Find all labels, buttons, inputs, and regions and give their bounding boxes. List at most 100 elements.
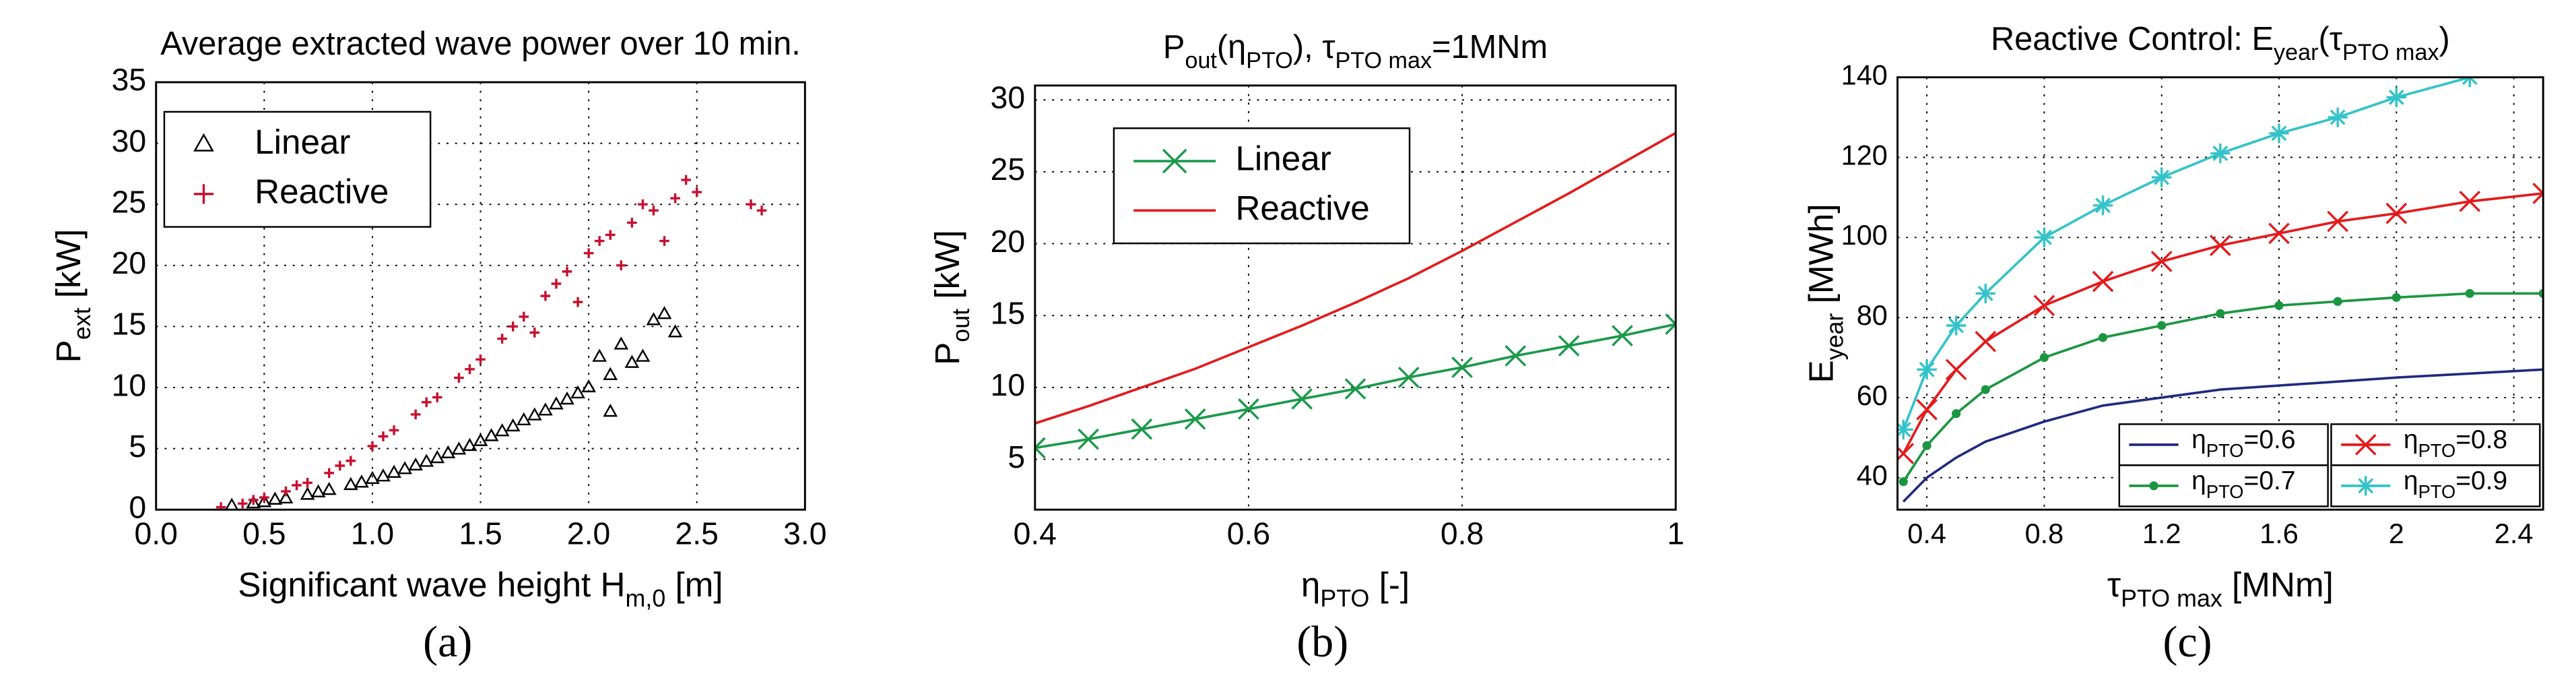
scatter-point: [246, 495, 261, 509]
series-line: [1034, 131, 1676, 425]
scatter-point: [432, 392, 442, 402]
y-tick-label: 35: [112, 62, 147, 97]
line-marker: [2210, 235, 2231, 257]
scatter-point: [473, 433, 488, 446]
line-marker: [2216, 309, 2225, 318]
line-marker: [2210, 143, 2231, 164]
text-part: (η: [1217, 29, 1246, 65]
scatter-point: [408, 457, 424, 471]
scatter-point: [594, 236, 605, 246]
y-tick-label: 15: [112, 307, 147, 342]
scatter-point: [310, 484, 326, 497]
line-marker: [2386, 87, 2406, 108]
caption: (c): [2163, 617, 2212, 667]
y-tick-label: 25: [112, 184, 147, 219]
line-marker: [1131, 418, 1153, 440]
legend-marker: [2149, 481, 2158, 491]
x-tick-label: 0.5: [242, 516, 286, 551]
scatter-point: [646, 312, 661, 326]
scatter-point: [505, 418, 521, 432]
x-tick-label: 1.5: [459, 516, 502, 551]
y-tick-label: 20: [991, 224, 1026, 259]
series-line: [1902, 77, 2470, 431]
y-tick-label: 20: [112, 245, 147, 280]
series-line: [1902, 368, 2544, 503]
line-marker: [2385, 202, 2408, 224]
x-tick-label: 0.8: [1441, 516, 1484, 551]
text-part: ext: [69, 307, 96, 340]
text-part: η: [1301, 565, 1321, 603]
scatter-point: [746, 199, 756, 210]
scatter-point: [237, 498, 248, 509]
line-marker: [2034, 227, 2055, 247]
chart-title: Average extracted wave power over 10 min…: [160, 26, 801, 62]
scatter-point: [465, 364, 475, 375]
scatter-point: [354, 474, 369, 488]
x-tick-label: 2.5: [675, 516, 719, 551]
text-part: PTO max: [2121, 585, 2222, 612]
text-part: [m]: [665, 565, 723, 603]
scatter-point: [454, 373, 464, 383]
legend-marker: [193, 184, 214, 204]
scatter-point: [484, 428, 499, 441]
y-tick-label: 100: [1841, 219, 1888, 251]
scatter-point: [248, 495, 259, 505]
scatter-point: [516, 412, 531, 426]
line-marker: [2465, 288, 2474, 298]
x-tick-label: 3.0: [783, 516, 826, 551]
scatter-point: [756, 205, 767, 216]
line-marker: [1975, 330, 1997, 352]
scatter-point: [430, 450, 445, 464]
x-tick-label: 1: [1667, 516, 1684, 551]
y-tick-label: 0: [129, 489, 146, 524]
line-marker: [1612, 325, 1633, 346]
y-tick-label: 60: [1857, 379, 1888, 411]
line-marker: [2033, 295, 2055, 317]
y-axis-label: Pout [kW]: [928, 230, 975, 365]
text-part: PTO max: [2342, 40, 2439, 65]
line-marker: [1922, 441, 1931, 450]
x-tick-label: 0.4: [1014, 516, 1057, 551]
text-part: (τ: [2318, 21, 2342, 57]
legend-label: Reactive: [1235, 189, 1369, 227]
scatter-point: [627, 218, 637, 228]
scatter-point: [572, 297, 583, 307]
scatter-point: [670, 193, 680, 204]
line-marker: [2152, 167, 2172, 187]
scatter-point: [635, 348, 651, 362]
scatter-point: [592, 348, 607, 362]
line-marker: [1505, 345, 1527, 367]
text-part: η: [2404, 425, 2418, 454]
line-marker: [1078, 428, 1099, 450]
line-marker: [1665, 313, 1676, 335]
x-tick-label: 1.6: [2259, 518, 2299, 549]
legend-label: Linear: [1235, 140, 1331, 178]
text-part: P: [1163, 29, 1185, 65]
line-marker: [1897, 419, 1913, 440]
scatter-point: [365, 470, 380, 485]
legend-label: ηPTO=0.9: [2404, 466, 2507, 501]
scatter-point: [367, 441, 378, 452]
x-axis-label: ηPTO [-]: [1301, 565, 1410, 612]
plot-marks: [1897, 77, 2544, 503]
line-marker: [1917, 359, 1937, 379]
scatter-point: [387, 464, 401, 478]
scatter-point: [540, 290, 551, 301]
scatter-point: [551, 278, 562, 289]
text-part: =0.8: [2455, 425, 2507, 454]
scatter-point: [494, 423, 510, 437]
line-marker: [1184, 408, 1206, 430]
text-part: m,0: [626, 585, 666, 612]
y-tick-label: 5: [129, 429, 146, 464]
line-marker: [2092, 270, 2114, 292]
x-tick-label: 0.8: [2025, 518, 2064, 549]
line-marker: [1952, 409, 1961, 419]
scatter-point: [378, 431, 389, 441]
line-marker: [2092, 195, 2113, 216]
x-tick-label: 1.2: [2142, 518, 2181, 549]
line-marker: [2274, 301, 2284, 310]
scatter-point: [692, 187, 702, 197]
legend-label: ηPTO=0.7: [2191, 466, 2295, 501]
legend-label: Reactive: [255, 172, 389, 210]
scatter-point: [538, 402, 553, 416]
